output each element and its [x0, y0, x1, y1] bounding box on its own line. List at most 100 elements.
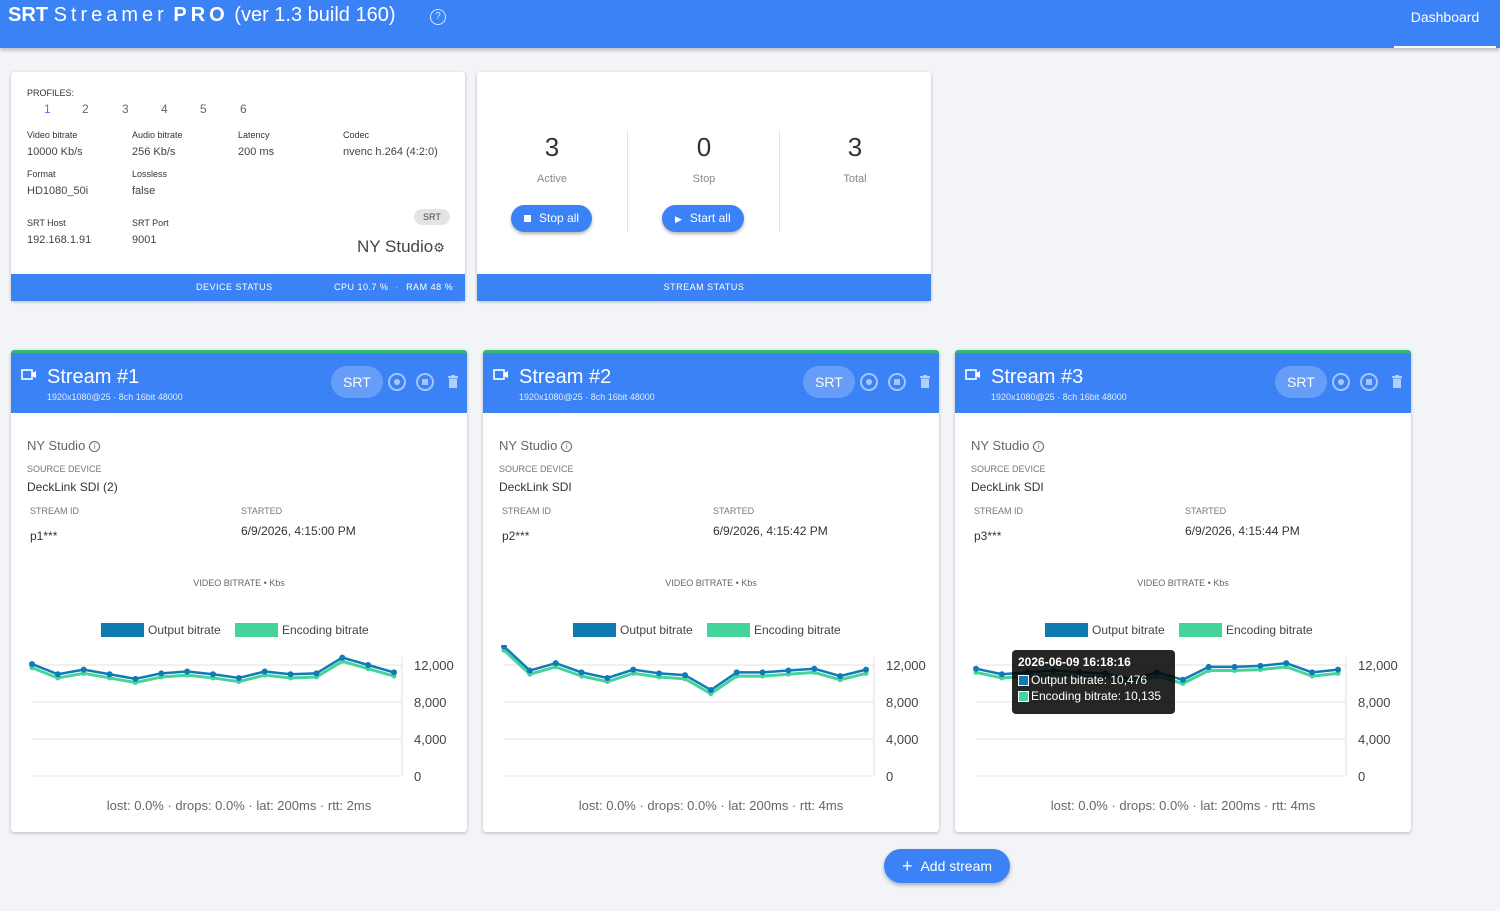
stop-icon[interactable]: [416, 373, 434, 391]
protocol-chip[interactable]: SRT: [803, 366, 855, 398]
profile-tab-3[interactable]: 3: [122, 102, 129, 116]
output-bitrate-point[interactable]: [998, 671, 1005, 678]
output-bitrate-point[interactable]: [973, 665, 979, 672]
info-icon[interactable]: i: [89, 441, 101, 452]
output-bitrate-point[interactable]: [106, 671, 113, 678]
info-icon[interactable]: i: [561, 441, 573, 452]
eye-icon[interactable]: [388, 373, 406, 391]
legend-output-swatch: [1045, 623, 1088, 637]
trash-icon[interactable]: [448, 375, 458, 388]
output-bitrate-point[interactable]: [707, 686, 714, 693]
legend-output-label: Output bitrate: [148, 623, 221, 637]
add-stream-button[interactable]: + Add stream: [884, 849, 1010, 883]
output-bitrate-point[interactable]: [261, 668, 268, 675]
srt-port-field: SRT Port 9001: [132, 218, 169, 246]
y-tick-label: 0: [414, 769, 421, 784]
output-bitrate-point[interactable]: [1335, 666, 1341, 673]
output-bitrate-point[interactable]: [339, 654, 346, 661]
profile-tab-4[interactable]: 4: [161, 102, 168, 116]
output-bitrate-point[interactable]: [759, 669, 766, 676]
output-bitrate-point[interactable]: [526, 667, 533, 674]
output-bitrate-point[interactable]: [863, 666, 869, 673]
camera-icon: [493, 369, 508, 380]
output-bitrate-point[interactable]: [1231, 663, 1238, 670]
y-tick-label: 12,000: [886, 658, 926, 673]
codec-field: Codec nvenc h.264 (4:2:0): [343, 130, 438, 158]
y-tick-label: 4,000: [886, 732, 919, 747]
protocol-chip[interactable]: SRT: [1275, 366, 1327, 398]
output-bitrate-point[interactable]: [210, 671, 216, 678]
source-device-value: DeckLink SDI: [499, 480, 572, 494]
stop-icon[interactable]: [888, 373, 906, 391]
output-bitrate-point[interactable]: [29, 661, 35, 668]
device-status-title: DEVICE STATUS: [196, 282, 273, 292]
stream-format: 1920x1080@25 · 8ch 16bit 48000: [519, 392, 655, 402]
output-bitrate-point[interactable]: [365, 662, 372, 668]
output-bitrate-point[interactable]: [132, 675, 139, 682]
protocol-chip: SRT: [414, 209, 450, 225]
legend-output-label: Output bitrate: [1092, 623, 1165, 637]
gear-icon[interactable]: ⚙: [433, 240, 445, 255]
latency-label: Latency: [238, 130, 270, 140]
start-all-button[interactable]: ▶ Start all: [662, 205, 744, 232]
profile-tab-5[interactable]: 5: [200, 102, 207, 116]
stream-id-value: p3***: [974, 529, 1002, 543]
legend-output[interactable]: Output bitrate: [1045, 623, 1165, 637]
help-icon[interactable]: ?: [430, 9, 446, 25]
output-bitrate-point[interactable]: [1205, 663, 1212, 670]
latency-field: Latency 200 ms: [238, 130, 274, 158]
output-bitrate-point[interactable]: [1257, 662, 1264, 669]
output-bitrate-point[interactable]: [785, 667, 792, 674]
active-count: 3: [544, 132, 560, 162]
profile-tab-6[interactable]: 6: [240, 102, 247, 116]
output-bitrate-point[interactable]: [313, 670, 320, 677]
output-bitrate-point[interactable]: [682, 672, 688, 679]
output-bitrate-point[interactable]: [630, 666, 637, 673]
format-field: Format HD1080_50i: [27, 169, 88, 197]
legend-output[interactable]: Output bitrate: [101, 623, 221, 637]
trash-icon[interactable]: [1392, 375, 1402, 388]
encoding-bitrate-line: [502, 649, 867, 696]
legend-encoding[interactable]: Encoding bitrate: [235, 623, 369, 637]
output-bitrate-point[interactable]: [235, 674, 242, 681]
info-icon[interactable]: i: [1033, 441, 1045, 452]
profile-tab-2[interactable]: 2: [82, 102, 89, 116]
legend-output[interactable]: Output bitrate: [573, 623, 693, 637]
legend-encoding[interactable]: Encoding bitrate: [1179, 623, 1313, 637]
stop-icon[interactable]: [1360, 373, 1378, 391]
protocol-chip[interactable]: SRT: [331, 366, 383, 398]
eye-icon[interactable]: [1332, 373, 1350, 391]
output-bitrate-point[interactable]: [733, 669, 740, 676]
output-bitrate-point[interactable]: [287, 671, 294, 678]
trash-icon[interactable]: [920, 375, 930, 388]
stream-stats-footer: lost: 0.0% · drops: 0.0% · lat: 200ms · …: [106, 798, 372, 813]
stop-all-label: Stop all: [539, 211, 580, 225]
output-bitrate-point[interactable]: [656, 670, 663, 677]
output-bitrate-point[interactable]: [811, 665, 818, 672]
stream-status-card: 3 Active 0 Stop 3 Total Stop all ▶ Start …: [477, 72, 931, 301]
output-bitrate-point[interactable]: [80, 666, 87, 673]
output-bitrate-point[interactable]: [578, 669, 585, 676]
output-bitrate-point[interactable]: [1283, 660, 1290, 667]
output-bitrate-point[interactable]: [501, 645, 507, 650]
profile-tab-1[interactable]: 1: [44, 102, 51, 116]
output-bitrate-point[interactable]: [604, 674, 611, 681]
output-bitrate-point[interactable]: [837, 673, 844, 680]
chart-title: VIDEO BITRATE • Kbs: [1137, 578, 1229, 588]
output-bitrate-point[interactable]: [552, 660, 559, 667]
output-bitrate-point[interactable]: [158, 670, 165, 677]
nav-tab-dashboard[interactable]: Dashboard: [1394, 0, 1496, 48]
output-bitrate-point[interactable]: [1179, 676, 1186, 683]
output-bitrate-point[interactable]: [391, 669, 397, 676]
eye-icon[interactable]: [860, 373, 878, 391]
output-bitrate-point[interactable]: [184, 668, 191, 675]
device-card: PROFILES: 1 2 3 4 5 6 Video bitrate 1000…: [11, 72, 465, 301]
lossless-value: false: [132, 185, 156, 197]
tooltip-output-swatch: [1018, 674, 1029, 686]
stop-all-button[interactable]: Stop all: [511, 205, 593, 232]
output-bitrate-point[interactable]: [54, 671, 61, 678]
legend-encoding[interactable]: Encoding bitrate: [707, 623, 841, 637]
output-bitrate-point[interactable]: [1309, 669, 1316, 676]
ram-usage: RAM 48 %: [406, 282, 454, 292]
stream-card-header: Stream #2 1920x1080@25 · 8ch 16bit 48000…: [483, 350, 939, 413]
